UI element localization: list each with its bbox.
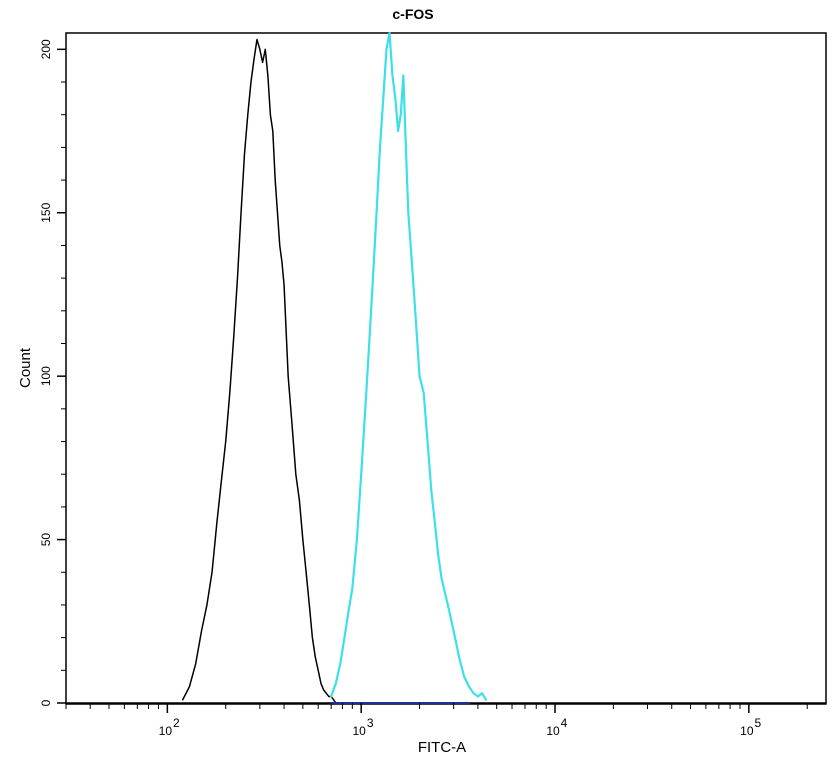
- x-tick-label-exponent: 4: [561, 716, 568, 730]
- y-tick-label: 0: [39, 699, 53, 706]
- x-tick-label-exponent: 5: [755, 716, 762, 730]
- chart-title: c-FOS: [392, 6, 433, 22]
- x-tick-label: 104: [546, 716, 567, 738]
- x-tick-label: 103: [353, 716, 374, 738]
- y-tick-label: 200: [39, 39, 53, 59]
- x-tick-label-base: 10: [353, 724, 367, 738]
- x-tick-label-exponent: 3: [367, 716, 374, 730]
- x-axis-label: FITC-A: [418, 739, 466, 756]
- series-line-1: [181, 38, 337, 704]
- y-tick-label: 150: [39, 202, 53, 222]
- x-tick-label-base: 10: [546, 724, 560, 738]
- y-tick-label: 100: [39, 366, 53, 386]
- series-line-2: [330, 31, 488, 701]
- x-tick-label-exponent: 2: [173, 716, 180, 730]
- y-axis-label: Count: [17, 347, 34, 388]
- x-tick-label-base: 10: [740, 724, 754, 738]
- series-layer: [181, 31, 488, 704]
- x-tick-label-base: 10: [159, 724, 173, 738]
- y-axis: 0 50 100 150 200: [39, 39, 66, 706]
- x-tick-label: 102: [159, 716, 180, 738]
- plot-frame: [65, 32, 827, 705]
- y-tick-label: 50: [39, 533, 53, 547]
- x-tick-label: 105: [740, 716, 761, 738]
- plot-area: [65, 31, 827, 705]
